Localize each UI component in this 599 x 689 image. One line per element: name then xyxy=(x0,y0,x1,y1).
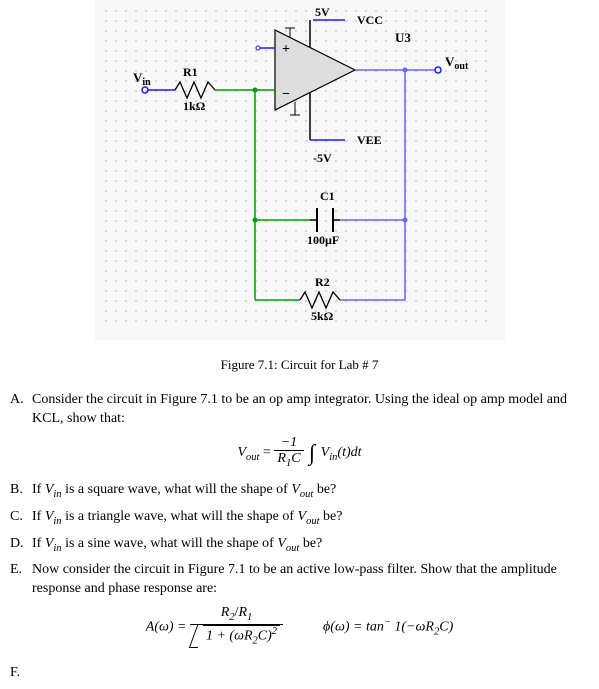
r1-ref: R1 xyxy=(183,65,198,79)
r1-val: 1kΩ xyxy=(183,99,206,113)
svg-text:−: − xyxy=(282,87,290,102)
question-d-text: If Vin is a sine wave, what will the sha… xyxy=(32,535,589,556)
question-c-text: If Vin is a triangle wave, what will the… xyxy=(32,508,589,529)
svg-text:+: + xyxy=(282,42,290,57)
question-e: E. Now consider the circuit in Figure 7.… xyxy=(10,561,589,599)
question-b-text: If Vin is a square wave, what will the s… xyxy=(32,481,589,502)
vee-value: -5V xyxy=(313,151,332,165)
vee-label: VEE xyxy=(357,133,382,147)
circuit-schematic: + − U3 5V VCC VEE -5V Vin R1 1kΩ Vout xyxy=(95,0,505,340)
figure-caption: Figure 7.1: Circuit for Lab # 7 xyxy=(10,357,589,373)
question-b-label: B. xyxy=(10,481,32,502)
question-a-text: Consider the circuit in Figure 7.1 to be… xyxy=(32,391,589,429)
c1-ref: C1 xyxy=(320,189,335,203)
question-d: D. If Vin is a sine wave, what will the … xyxy=(10,535,589,556)
question-c: C. If Vin is a triangle wave, what will … xyxy=(10,508,589,529)
question-b: B. If Vin is a square wave, what will th… xyxy=(10,481,589,502)
question-c-label: C. xyxy=(10,508,32,529)
question-f: F. xyxy=(10,664,589,683)
question-a-label: A. xyxy=(10,391,32,429)
question-e-text: Now consider the circuit in Figure 7.1 t… xyxy=(32,561,589,599)
equation-e: A(ω) = R2/R1 1 + (ωR2C)2 ϕ(ω) = tan− 1(−… xyxy=(10,605,589,649)
equation-a: Vout = −1 R1C ∫ Vin(t)dt xyxy=(10,435,589,471)
r2-ref: R2 xyxy=(315,275,330,289)
question-a: A. Consider the circuit in Figure 7.1 to… xyxy=(10,391,589,429)
question-f-label: F. xyxy=(10,664,32,683)
r2-val: 5kΩ xyxy=(311,309,334,323)
vcc-label: VCC xyxy=(357,13,383,27)
question-e-label: E. xyxy=(10,561,32,599)
vcc-value: 5V xyxy=(315,5,330,19)
c1-val: 100µF xyxy=(307,233,339,247)
question-d-label: D. xyxy=(10,535,32,556)
opamp-ref: U3 xyxy=(395,30,411,45)
figure-container: + − U3 5V VCC VEE -5V Vin R1 1kΩ Vout xyxy=(10,0,589,345)
